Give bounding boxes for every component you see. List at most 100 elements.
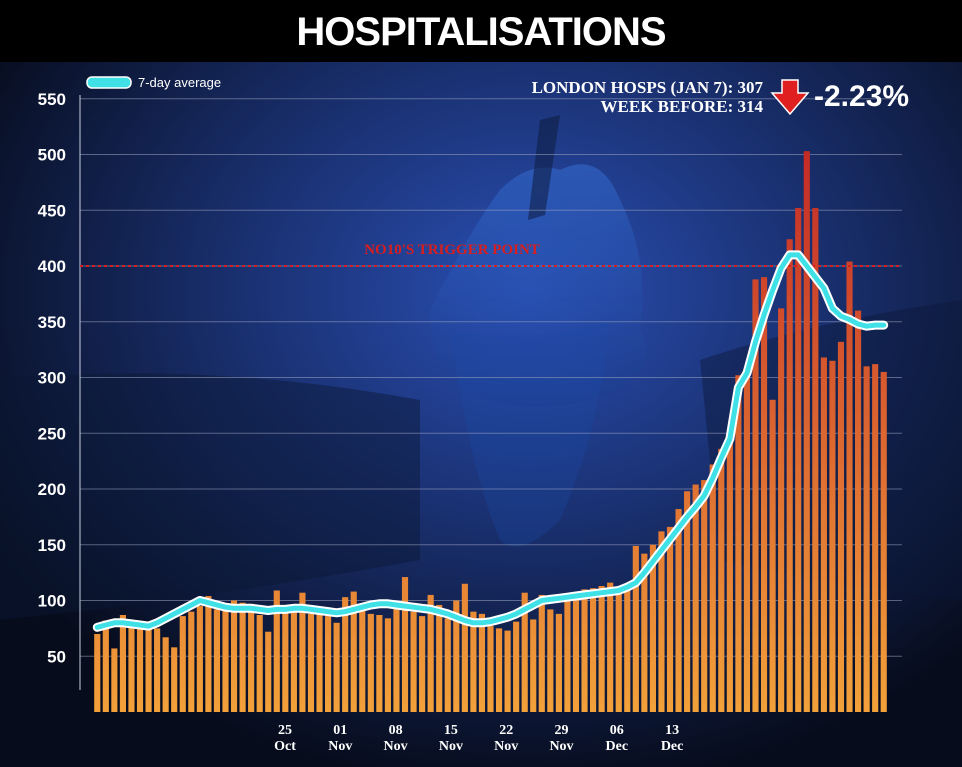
- bar: [282, 611, 289, 712]
- bar: [401, 577, 409, 712]
- bar: [325, 616, 332, 712]
- x-tick-month: Nov: [439, 739, 463, 754]
- bar: [94, 633, 101, 712]
- average-line-series: [92, 250, 889, 632]
- bar: [735, 375, 742, 712]
- bar: [179, 616, 186, 712]
- x-tick-month: Dec: [606, 739, 629, 754]
- bar: [538, 594, 545, 712]
- x-tick-month: Nov: [494, 739, 518, 754]
- x-tick-day: 01: [333, 723, 347, 738]
- y-tick-label: 300: [38, 369, 66, 388]
- bar: [119, 615, 126, 712]
- bar: [495, 628, 503, 713]
- y-tick-label: 450: [38, 201, 66, 220]
- bar: [461, 583, 468, 712]
- bar: [359, 604, 366, 712]
- bar: [624, 588, 631, 712]
- london-hosps-stat: LONDON HOSPS (JAN 7): 307: [532, 78, 764, 97]
- bar: [213, 609, 221, 712]
- bar: [649, 544, 656, 712]
- bar: [427, 594, 434, 712]
- bar: [752, 279, 759, 712]
- week-before-stat: WEEK BEFORE: 314: [601, 97, 764, 116]
- y-tick-label: 50: [47, 647, 66, 666]
- bar: [444, 618, 451, 712]
- x-tick-day: 08: [389, 723, 403, 738]
- bar: [376, 615, 383, 712]
- bar: [256, 615, 263, 712]
- bar: [760, 277, 768, 712]
- bar: [521, 592, 528, 712]
- bar: [701, 480, 708, 712]
- bar: [290, 608, 297, 712]
- down-arrow-icon: [770, 79, 810, 116]
- bar: [299, 592, 306, 712]
- bar: [769, 399, 776, 712]
- legend-line-swatch: [86, 76, 132, 89]
- change-percent: -2.23%: [814, 80, 909, 113]
- bar: [273, 590, 280, 712]
- bar: [555, 613, 562, 712]
- y-tick-label: 150: [38, 536, 66, 555]
- x-tick-month: Oct: [274, 739, 296, 754]
- bar: [829, 360, 836, 712]
- bar: [265, 631, 272, 712]
- bar: [316, 609, 323, 712]
- bar: [803, 151, 810, 712]
- legend-label: 7-day average: [138, 75, 221, 90]
- x-tick-day: 29: [555, 723, 569, 738]
- y-tick-label: 100: [38, 592, 66, 611]
- average-line: [94, 252, 887, 630]
- bar: [230, 600, 238, 712]
- bar: [837, 341, 845, 712]
- x-tick-month: Dec: [661, 739, 684, 754]
- y-axis-ticks: 50 100 150 200 250 300 350 400 450 500 550: [38, 90, 66, 667]
- stats-block: LONDON HOSPS (JAN 7): 307 WEEK BEFORE: 3…: [532, 78, 909, 116]
- bar: [342, 597, 349, 712]
- y-tick-label: 200: [38, 480, 66, 499]
- y-tick-label: 350: [38, 313, 66, 332]
- y-tick-label: 400: [38, 257, 66, 276]
- bar: [709, 464, 716, 712]
- bar: [248, 603, 255, 712]
- bar: [530, 619, 537, 712]
- bar: [607, 582, 614, 712]
- bar: [726, 434, 733, 712]
- bar: [786, 239, 793, 713]
- bar: [136, 622, 144, 712]
- bar: [641, 553, 648, 712]
- bar: [675, 509, 682, 712]
- bar: [778, 308, 785, 712]
- x-tick-month: Nov: [328, 739, 352, 754]
- bar: [615, 587, 622, 712]
- bar: [102, 620, 109, 712]
- bar: [154, 628, 161, 713]
- y-tick-label: 500: [38, 146, 66, 165]
- bar: [590, 588, 597, 712]
- bar-series: [94, 151, 887, 713]
- bar: [581, 589, 588, 712]
- x-tick-month: Nov: [384, 739, 408, 754]
- bar: [307, 613, 315, 712]
- bar: [572, 594, 580, 712]
- x-tick-day: 13: [665, 723, 679, 738]
- bar: [333, 622, 340, 712]
- bar: [111, 648, 118, 712]
- y-tick-label: 250: [38, 424, 66, 443]
- bar: [350, 591, 357, 712]
- bar: [504, 630, 511, 712]
- bar: [393, 604, 400, 712]
- bar: [384, 618, 391, 712]
- bar: [855, 310, 862, 712]
- bar: [162, 637, 169, 712]
- bar: [171, 647, 178, 712]
- bar: [820, 357, 827, 712]
- bar: [684, 491, 691, 712]
- bar: [196, 606, 203, 712]
- y-tick-label: 550: [38, 90, 66, 109]
- trigger-line-group: NO10'S TRIGGER POINT: [80, 242, 902, 267]
- trigger-label: NO10'S TRIGGER POINT: [364, 242, 540, 258]
- bar: [128, 622, 135, 712]
- x-tick-day: 25: [278, 723, 292, 738]
